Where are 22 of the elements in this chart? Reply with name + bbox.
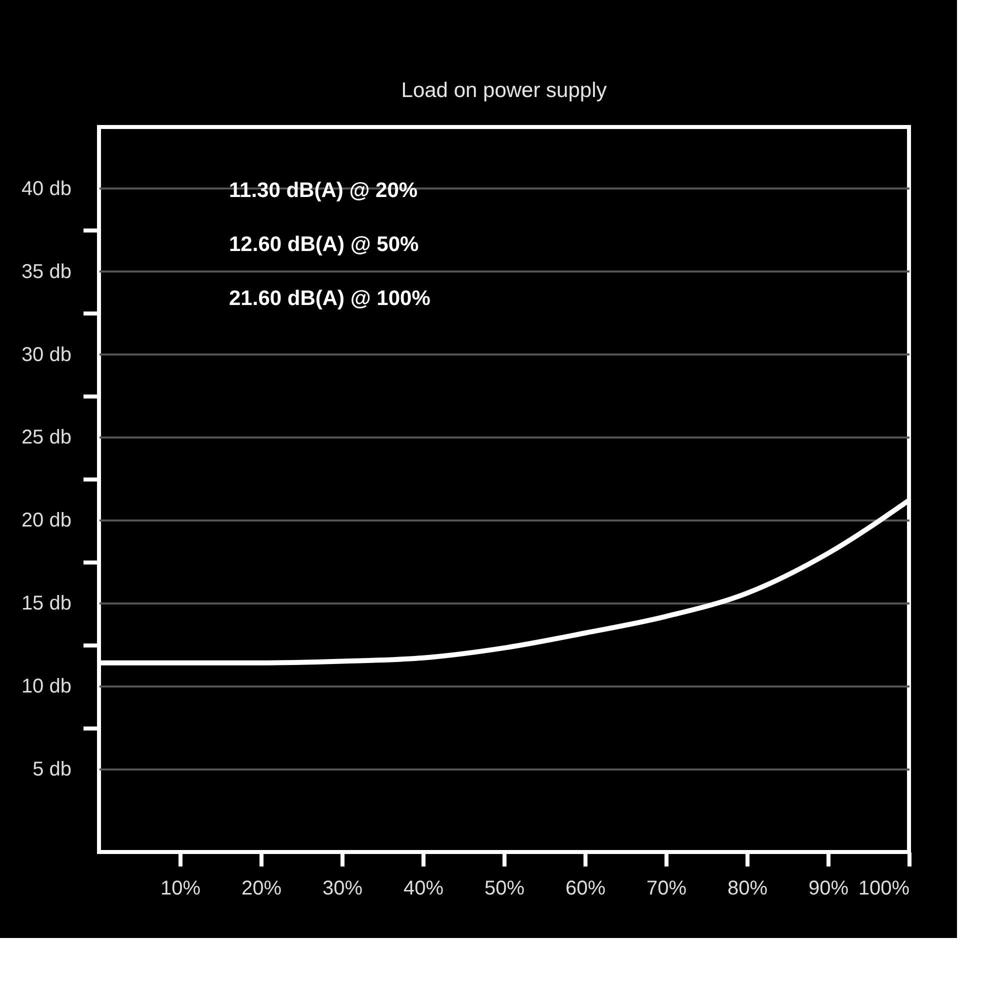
annotation: 21.60 dB(A) @ 100% [229, 287, 431, 310]
y-tick-label: 25 db [21, 426, 72, 449]
x-tick-label: 30% [322, 878, 363, 900]
chart-title: Load on power supply [401, 79, 608, 102]
y-tick-label: 15 db [21, 592, 72, 615]
annotation: 11.30 dB(A) @ 20% [229, 179, 418, 202]
x-tick-label: 40% [403, 878, 444, 900]
y-tick-label: 40 db [21, 178, 72, 200]
x-tick-label: 100% [858, 878, 910, 900]
x-tick-label: 80% [727, 878, 768, 900]
x-tick-label: 50% [484, 878, 525, 900]
annotation: 12.60 dB(A) @ 50% [229, 233, 420, 256]
x-tick-label: 90% [808, 878, 849, 900]
x-tick-label: 20% [241, 878, 282, 900]
x-tick-label: 60% [565, 878, 606, 900]
x-tick-label: 10% [160, 878, 201, 900]
y-tick-label: 30 db [21, 344, 72, 366]
y-tick-label: 10 db [21, 676, 72, 698]
y-tick-label: 20 db [21, 510, 72, 532]
x-tick-label: 70% [646, 878, 687, 900]
y-tick-label: 35 db [21, 260, 72, 283]
y-tick-label: 5 db [32, 758, 72, 781]
